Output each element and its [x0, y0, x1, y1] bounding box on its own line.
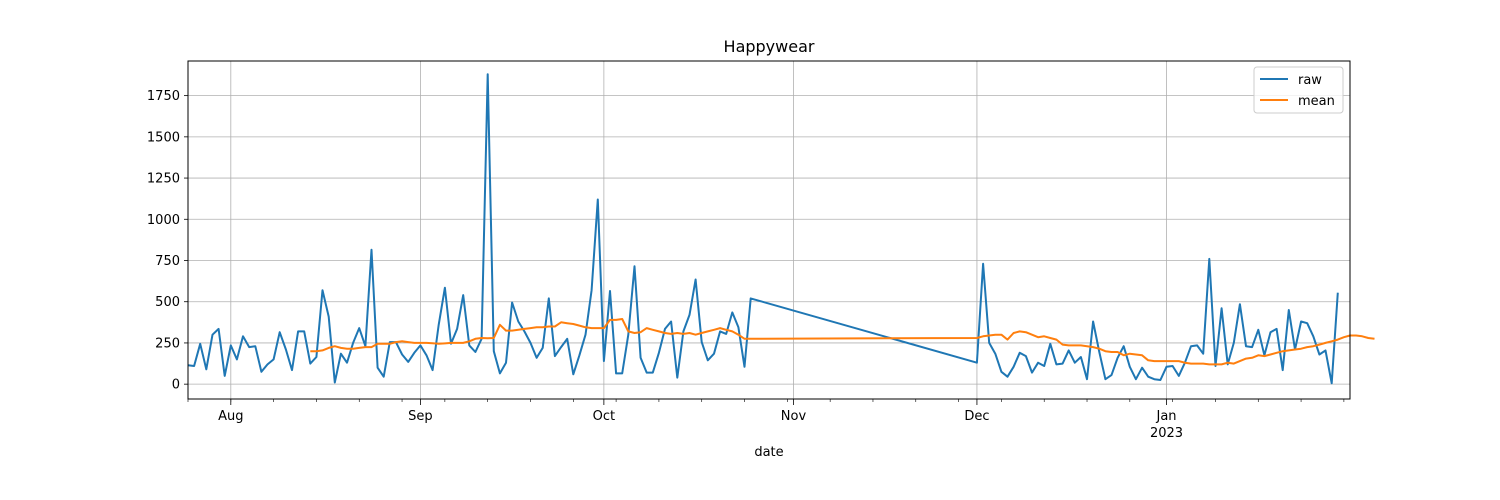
- y-tick-label: 250: [155, 336, 180, 351]
- x-tick-label: Jan: [1156, 409, 1177, 424]
- plot-lines: [187, 73, 1375, 385]
- y-tick-label: 1000: [147, 213, 180, 228]
- x-tick-label: Nov: [781, 409, 807, 424]
- series-line-mean: [310, 318, 1375, 366]
- y-tick-label: 0: [172, 378, 180, 393]
- x-tick-label: Aug: [218, 409, 243, 424]
- legend-raw-label: raw: [1298, 73, 1322, 88]
- x-tick-label: Oct: [593, 409, 615, 424]
- y-tick-label: 500: [155, 295, 180, 310]
- x-tick-label: Dec: [964, 409, 989, 424]
- legend: raw mean: [1253, 66, 1344, 114]
- series-line-raw: [187, 73, 1339, 385]
- legend-mean-label: mean: [1298, 94, 1335, 109]
- y-tick-label: 1250: [147, 172, 180, 187]
- y-tick-label: 1750: [147, 89, 180, 104]
- chart-title: Happywear: [724, 37, 815, 56]
- x-axis: Aug Sep Oct Nov Dec Jan 2023: [187, 399, 1345, 441]
- x-axis-label: date: [754, 445, 783, 460]
- x-tick-label: Sep: [408, 409, 433, 424]
- y-axis: 0 250 500 750 1000 1250 1500 1750: [147, 89, 188, 393]
- plot-frame: [187, 60, 1351, 400]
- y-tick-label: 750: [155, 254, 180, 269]
- gridlines: [188, 61, 1350, 399]
- y-tick-label: 1500: [147, 130, 180, 145]
- x-tick-sublabel: 2023: [1150, 426, 1183, 441]
